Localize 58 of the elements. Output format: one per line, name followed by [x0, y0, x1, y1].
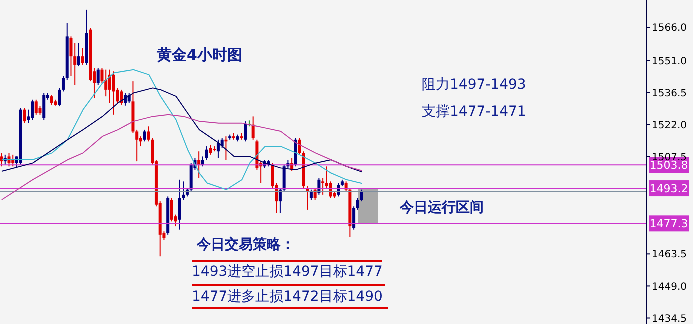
candlestick: [352, 206, 356, 230]
line-series: [1, 69, 363, 190]
candlestick: [104, 69, 108, 98]
ref-line-label: 1477.3: [650, 218, 688, 231]
candlestick: [209, 144, 212, 156]
candlestick: [252, 116, 255, 140]
candlestick: [120, 89, 124, 106]
y-tick-label: 1463.5: [652, 250, 687, 261]
candlestick: [182, 181, 186, 201]
candlestick: [205, 146, 208, 161]
y-tick-label: 1449.0: [652, 282, 687, 293]
candlestick: [216, 139, 220, 159]
candlestick: [70, 36, 73, 77]
annotation: 1477进多止损1472目标1490: [192, 288, 383, 306]
annotation: 1493进空止损1497目标1477: [192, 263, 383, 281]
candlestick: [96, 68, 100, 86]
y-tick-label: 1536.5: [652, 88, 687, 100]
candlestick: [360, 189, 364, 202]
candlestick: [58, 88, 62, 108]
y-tick-label: 1566.0: [652, 23, 687, 34]
candlestick: [34, 99, 38, 116]
candlestick: [74, 42, 77, 86]
candlestick: [81, 48, 84, 66]
annotation: 阻力1497-1493: [422, 76, 526, 94]
candlestick: [12, 154, 15, 168]
candlestick: [143, 129, 146, 142]
y-tick-label: 1551.0: [652, 56, 687, 68]
candlestick: [282, 164, 286, 192]
candlestick: [8, 152, 11, 168]
candlestick: [198, 151, 201, 179]
candlestick: [30, 99, 34, 121]
candlestick: [108, 69, 112, 104]
text: 黄金4小时图: [157, 46, 242, 65]
y-tick-label: 1522.0: [652, 120, 687, 132]
annotation: 支撑1477-1471: [422, 103, 526, 121]
candlestick: [322, 178, 325, 196]
candlestick: [42, 92, 46, 121]
candlestick: [356, 198, 360, 210]
candlestick: [50, 94, 54, 106]
candlestick: [170, 198, 174, 222]
candlestick: [178, 179, 182, 230]
line-series: [1, 114, 363, 201]
candlestick: [62, 76, 65, 92]
candlestick: [77, 42, 80, 68]
candlestick: [244, 121, 248, 142]
candlestick: [310, 189, 313, 201]
candlestick: [23, 108, 26, 124]
ref-line-label: 1493.2: [650, 182, 688, 196]
candlestick: [136, 129, 139, 162]
candlestick: [147, 126, 150, 142]
y-tick-label: 1434.5: [652, 314, 687, 324]
candlestick: [112, 71, 116, 116]
annotation: 今日运行区间: [400, 199, 484, 217]
line-series: [1, 88, 363, 173]
candlestick: [201, 156, 204, 168]
annotation: 今日交易策略：: [197, 236, 295, 254]
candlestick: [0, 152, 3, 168]
ref-line-label: 1503.8: [650, 159, 688, 172]
